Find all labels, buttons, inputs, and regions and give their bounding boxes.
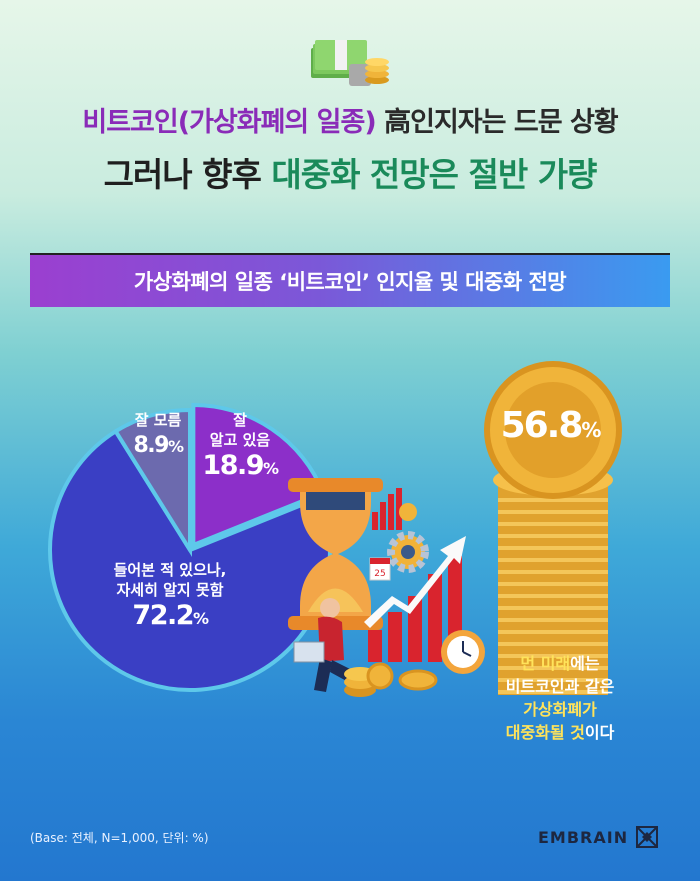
coin-ridge — [498, 618, 608, 622]
money-stack-icon — [311, 40, 389, 86]
headline-2-plain: 그러나 향후 — [103, 155, 272, 194]
coin-ridge — [498, 654, 608, 658]
headline-2-accent: 대중화 전망은 절반 가량 — [271, 155, 597, 194]
pie-label-heard-value: 72.2% — [60, 600, 280, 635]
coin-ridge — [498, 522, 608, 526]
pie-label-unknown-number: 8.9 — [133, 433, 169, 458]
coin-ridge — [498, 546, 608, 550]
pie-label-know-value: 18.9% — [200, 450, 280, 485]
coin-ridge — [498, 534, 608, 538]
pie-label-heard-unit: % — [193, 609, 209, 628]
popularization-unit: % — [581, 418, 601, 442]
popularization-percentage: 56.8% — [490, 405, 610, 446]
coin-ridge — [498, 606, 608, 610]
coin-ridge — [498, 642, 608, 646]
mini-bar-chart-icon — [372, 488, 417, 530]
caption-line-1: 먼 미래에는 — [470, 652, 650, 675]
coin-ridge — [498, 570, 608, 574]
pie-label-heard-number: 72.2 — [132, 600, 194, 631]
pie-label-heard-line-2: 자세히 알지 못함 — [116, 581, 224, 599]
caption-line-2: 비트코인과 같은 — [505, 677, 615, 696]
coin-ridge — [498, 594, 608, 598]
caption-1-rest: 에는 — [570, 654, 600, 673]
pie-label-unknown-unit: % — [167, 437, 184, 456]
footnote: (Base: 전체, N=1,000, 단위: %) — [30, 831, 209, 845]
pie-label-know-line-1: 잘 — [233, 411, 247, 429]
headline-1-rest: 高인지자는 드문 상황 — [375, 107, 619, 138]
pie-label-know-number: 18.9 — [202, 450, 264, 481]
pie-label-know-line-2: 알고 있음 — [209, 431, 271, 449]
coin-ridge — [498, 678, 608, 682]
pie-label-unknown: 잘 모름 8.9% — [118, 410, 198, 463]
pie-label-know: 잘 알고 있음 18.9% — [200, 410, 280, 485]
coin-ridge — [498, 666, 608, 670]
calendar-day: 25 — [374, 569, 385, 579]
coin-ridge — [498, 498, 608, 502]
coin-ridge — [498, 630, 608, 634]
pie-label-unknown-value: 8.9% — [118, 430, 198, 463]
pie-label-know-unit: % — [263, 459, 279, 478]
coins-icon — [344, 662, 438, 697]
popularization-caption: 먼 미래에는 비트코인과 같은 가상화폐가 대중화될 것이다 — [470, 652, 650, 744]
headline-line-1: 비트코인(가상화폐의 일종) 高인지자는 드문 상황 — [0, 100, 700, 139]
coin-ridge — [498, 582, 608, 586]
caption-line-4: 대중화될 것이다 — [470, 721, 650, 744]
popularization-value: 56.8 — [500, 405, 584, 446]
pie-slice-unknown — [112, 407, 192, 557]
logo-text: EMBRAIN — [538, 827, 629, 847]
illustration: 25 — [288, 361, 622, 697]
coin-ridge — [498, 558, 608, 562]
businessman-icon — [293, 598, 356, 692]
caption-1-yellow: 먼 미래 — [520, 654, 571, 673]
gear-icon — [387, 531, 429, 573]
pie-label-heard: 들어본 적 있으나, 자세히 알지 못함 72.2% — [60, 560, 280, 635]
headline-line-2: 그러나 향후 대중화 전망은 절반 가량 — [0, 148, 700, 196]
coin-ridge — [498, 510, 608, 514]
pie-label-unknown-text: 잘 모름 — [134, 411, 182, 429]
coin-stack-icon — [484, 361, 622, 695]
caption-line-3: 가상화폐가 — [523, 700, 597, 719]
headline-1-accent: 비트코인(가상화폐의 일종) — [82, 107, 376, 138]
coin-ridge — [498, 690, 608, 694]
chart-subtitle: 가상화폐의 일종 ‘비트코인’ 인지율 및 대중화 전망 — [30, 253, 670, 307]
pie-label-heard-line-1: 들어본 적 있으나, — [113, 561, 227, 579]
alarm-clock-icon — [441, 630, 485, 674]
embrain-logo-icon — [636, 826, 659, 848]
caption-4-yellow: 대중화될 것 — [505, 723, 585, 742]
embrain-logo: EMBRAIN — [538, 826, 659, 848]
caption-4-rest: 이다 — [584, 723, 615, 742]
calendar-icon: 25 — [369, 557, 391, 581]
